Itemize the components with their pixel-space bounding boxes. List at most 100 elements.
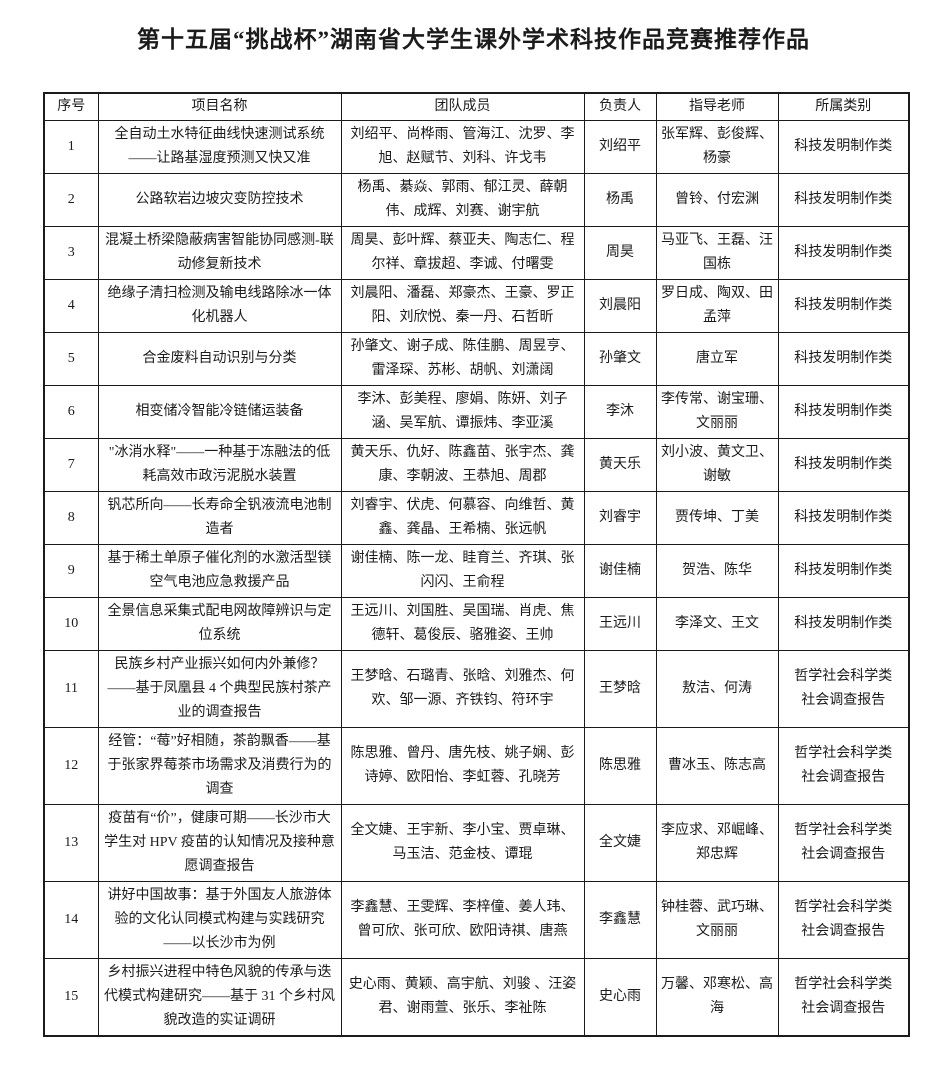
col-header-project: 项目名称 <box>97 92 342 121</box>
cell-project-name: 钒芯所向——长寿命全钒液流电池制造者 <box>97 491 342 545</box>
cell-project-name: 合金废料自动识别与分类 <box>97 332 342 386</box>
cell-index: 9 <box>43 544 99 598</box>
cell-category: 科技发明制作类 <box>777 491 910 545</box>
table-row: 10 全景信息采集式配电网故障辨识与定位系统 王远川、刘国胜、吴国瑞、肖虎、焦德轩、… <box>43 597 910 651</box>
cell-team-members: 谢佳楠、陈一龙、眭育兰、齐琪、张闪闪、王俞程 <box>340 544 585 598</box>
cell-project-name: 全自动土水特征曲线快速测试系统——让路基湿度预测又快又准 <box>97 120 342 174</box>
cell-leader: 黄天乐 <box>583 438 657 492</box>
cell-advisors: 刘小波、黄文卫、谢敏 <box>655 438 779 492</box>
cell-category: 科技发明制作类 <box>777 438 910 492</box>
cell-team-members: 刘绍平、尚桦雨、管海江、沈罗、李旭、赵赋节、刘科、许戈韦 <box>340 120 585 174</box>
table-row: 4 绝缘子清扫检测及输电线路除冰一体化机器人 刘晨阳、潘磊、郑豪杰、王豪、罗正阳、刘… <box>43 279 910 333</box>
cell-index: 2 <box>43 173 99 227</box>
cell-team-members: 刘睿宇、伏虎、何慕容、向维哲、黄鑫、龚晶、王希楠、张远帆 <box>340 491 585 545</box>
cell-category: 哲学社会科学类 社会调查报告 <box>777 881 910 959</box>
cell-category: 科技发明制作类 <box>777 173 910 227</box>
cell-index: 6 <box>43 385 99 439</box>
col-header-index: 序号 <box>43 92 99 121</box>
cell-leader: 全文婕 <box>583 804 657 882</box>
cell-leader: 周昊 <box>583 226 657 280</box>
cell-category: 哲学社会科学类 社会调查报告 <box>777 727 910 805</box>
cell-index: 7 <box>43 438 99 492</box>
page-title: 第十五届“挑战杯”湖南省大学生课外学术科技作品竞赛推荐作品 <box>137 27 810 52</box>
cell-project-name: 讲好中国故事：基于外国友人旅游体验的文化认同模式构建与实践研究——以长沙市为例 <box>97 881 342 959</box>
cell-advisors: 贺浩、陈华 <box>655 544 779 598</box>
cell-advisors: 李泽文、王文 <box>655 597 779 651</box>
cell-leader: 李沐 <box>583 385 657 439</box>
cell-project-name: "冰消水释"——一种基于冻融法的低耗高效市政污泥脱水装置 <box>97 438 342 492</box>
cell-advisors: 马亚飞、王磊、汪国栋 <box>655 226 779 280</box>
cell-leader: 王远川 <box>583 597 657 651</box>
cell-leader: 谢佳楠 <box>583 544 657 598</box>
cell-leader: 杨禹 <box>583 173 657 227</box>
cell-project-name: 公路软岩边坡灾变防控技术 <box>97 173 342 227</box>
table-row: 2 公路软岩边坡灾变防控技术 杨禹、綦焱、郭雨、郁江灵、薛朝伟、成辉、刘赛、谢宇航杨… <box>43 173 910 227</box>
cell-project-name: 绝缘子清扫检测及输电线路除冰一体化机器人 <box>97 279 342 333</box>
cell-index: 13 <box>43 804 99 882</box>
cell-team-members: 孙肇文、谢子成、陈佳鹏、周昱亨、雷泽琛、苏彬、胡帆、刘潇阔 <box>340 332 585 386</box>
cell-leader: 孙肇文 <box>583 332 657 386</box>
cell-team-members: 黄天乐、仇好、陈鑫苗、张宇杰、龚康、李朝波、王恭旭、周郡 <box>340 438 585 492</box>
cell-leader: 王梦晗 <box>583 650 657 728</box>
cell-team-members: 刘晨阳、潘磊、郑豪杰、王豪、罗正阳、刘欣悦、秦一丹、石哲昕 <box>340 279 585 333</box>
cell-index: 14 <box>43 881 99 959</box>
cell-category: 科技发明制作类 <box>777 332 910 386</box>
cell-project-name: 经管：“莓”好相随，茶韵飘香——基于张家界莓茶市场需求及消费行为的调查 <box>97 727 342 805</box>
cell-index: 10 <box>43 597 99 651</box>
cell-advisors: 贾传坤、丁美 <box>655 491 779 545</box>
cell-advisors: 罗日成、陶双、田孟萍 <box>655 279 779 333</box>
cell-index: 5 <box>43 332 99 386</box>
table-row: 8 钒芯所向——长寿命全钒液流电池制造者 刘睿宇、伏虎、何慕容、向维哲、黄鑫、龚晶、… <box>43 491 910 545</box>
cell-project-name: 全景信息采集式配电网故障辨识与定位系统 <box>97 597 342 651</box>
cell-project-name: 疫苗有“价”，健康可期——长沙市大学生对 HPV 疫苗的认知情况及接种意愿调查报… <box>97 804 342 882</box>
header-row: 序号 项目名称 团队成员 负责人 指导老师 所属类别 <box>43 92 910 121</box>
cell-advisors: 张军辉、彭俊辉、杨豪 <box>655 120 779 174</box>
cell-category: 科技发明制作类 <box>777 597 910 651</box>
cell-leader: 刘睿宇 <box>583 491 657 545</box>
cell-category: 哲学社会科学类 社会调查报告 <box>777 804 910 882</box>
cell-leader: 史心雨 <box>583 958 657 1037</box>
cell-category: 科技发明制作类 <box>777 544 910 598</box>
cell-advisors: 唐立军 <box>655 332 779 386</box>
cell-team-members: 李鑫慧、王雯辉、李梓僮、姜人玮、曾可欣、张可欣、欧阳诗祺、唐燕 <box>340 881 585 959</box>
cell-advisors: 钟桂蓉、武巧琳、文丽丽 <box>655 881 779 959</box>
cell-team-members: 杨禹、綦焱、郭雨、郁江灵、薛朝伟、成辉、刘赛、谢宇航 <box>340 173 585 227</box>
cell-leader: 刘晨阳 <box>583 279 657 333</box>
table-row: 1 全自动土水特征曲线快速测试系统——让路基湿度预测又快又准 刘绍平、尚桦雨、管海江… <box>43 120 910 174</box>
cell-index: 15 <box>43 958 99 1037</box>
cell-project-name: 乡村振兴进程中特色风貌的传承与迭代模式构建研究——基于 31 个乡村风貌改造的实… <box>97 958 342 1037</box>
cell-advisors: 李传常、谢宝珊、文丽丽 <box>655 385 779 439</box>
cell-category: 科技发明制作类 <box>777 120 910 174</box>
table-row: 7 "冰消水释"——一种基于冻融法的低耗高效市政污泥脱水装置 黄天乐、仇好、陈鑫苗、… <box>43 438 910 492</box>
table-body: 1 全自动土水特征曲线快速测试系统——让路基湿度预测又快又准 刘绍平、尚桦雨、管海江… <box>43 120 910 1037</box>
col-header-leader: 负责人 <box>583 92 657 121</box>
cell-leader: 李鑫慧 <box>583 881 657 959</box>
cell-project-name: 民族乡村产业振兴如何内外兼修？——基于凤凰县 4 个典型民族村茶产业的调查报告 <box>97 650 342 728</box>
cell-index: 12 <box>43 727 99 805</box>
cell-team-members: 陈思雅、曾丹、唐先枝、姚子娴、彭诗婷、欧阳怡、李虹蓉、孔晓芳 <box>340 727 585 805</box>
table-row: 14 讲好中国故事：基于外国友人旅游体验的文化认同模式构建与实践研究——以长沙市为… <box>43 881 910 959</box>
table-row: 12 经管：“莓”好相随，茶韵飘香——基于张家界莓茶市场需求及消费行为的调查 陈思雅… <box>43 727 910 805</box>
table-row: 3 混凝土桥梁隐蔽病害智能协同感测-联动修复新技术 周昊、彭叶辉、蔡亚夫、陶志仁、程… <box>43 226 910 280</box>
cell-leader: 刘绍平 <box>583 120 657 174</box>
col-header-category: 所属类别 <box>777 92 910 121</box>
cell-category: 哲学社会科学类 社会调查报告 <box>777 958 910 1037</box>
cell-index: 3 <box>43 226 99 280</box>
cell-project-name: 相变储冷智能冷链储运装备 <box>97 385 342 439</box>
cell-advisors: 敖洁、何涛 <box>655 650 779 728</box>
cell-category: 科技发明制作类 <box>777 385 910 439</box>
works-table: 序号 项目名称 团队成员 负责人 指导老师 所属类别 1 全自动土水特征曲线快速测… <box>43 92 910 1037</box>
table-row: 13 疫苗有“价”，健康可期——长沙市大学生对 HPV 疫苗的认知情况及接种意愿调… <box>43 804 910 882</box>
table-row: 5 合金废料自动识别与分类 孙肇文、谢子成、陈佳鹏、周昱亨、雷泽琛、苏彬、胡帆、刘潇… <box>43 332 910 386</box>
cell-leader: 陈思雅 <box>583 727 657 805</box>
cell-team-members: 王远川、刘国胜、吴国瑞、肖虎、焦德轩、葛俊辰、骆雅姿、王帅 <box>340 597 585 651</box>
cell-team-members: 王梦晗、石璐青、张晗、刘雅杰、何欢、邹一源、齐铁钧、符环宇 <box>340 650 585 728</box>
cell-team-members: 全文婕、王宇新、李小宝、贾卓琳、马玉洁、范金枝、谭琨 <box>340 804 585 882</box>
document-page: { "title": "第十五届“挑战杯”湖南省大学生课外学术科技作品竞赛推荐作… <box>0 24 947 1082</box>
table-row: 15 乡村振兴进程中特色风貌的传承与迭代模式构建研究——基于 31 个乡村风貌改造… <box>43 958 910 1037</box>
cell-index: 8 <box>43 491 99 545</box>
cell-advisors: 李应求、邓崛峰、郑忠辉 <box>655 804 779 882</box>
col-header-advisors: 指导老师 <box>655 92 779 121</box>
cell-index: 1 <box>43 120 99 174</box>
cell-team-members: 李沐、彭美程、廖娟、陈妍、刘子涵、吴军航、谭振炜、李亚溪 <box>340 385 585 439</box>
